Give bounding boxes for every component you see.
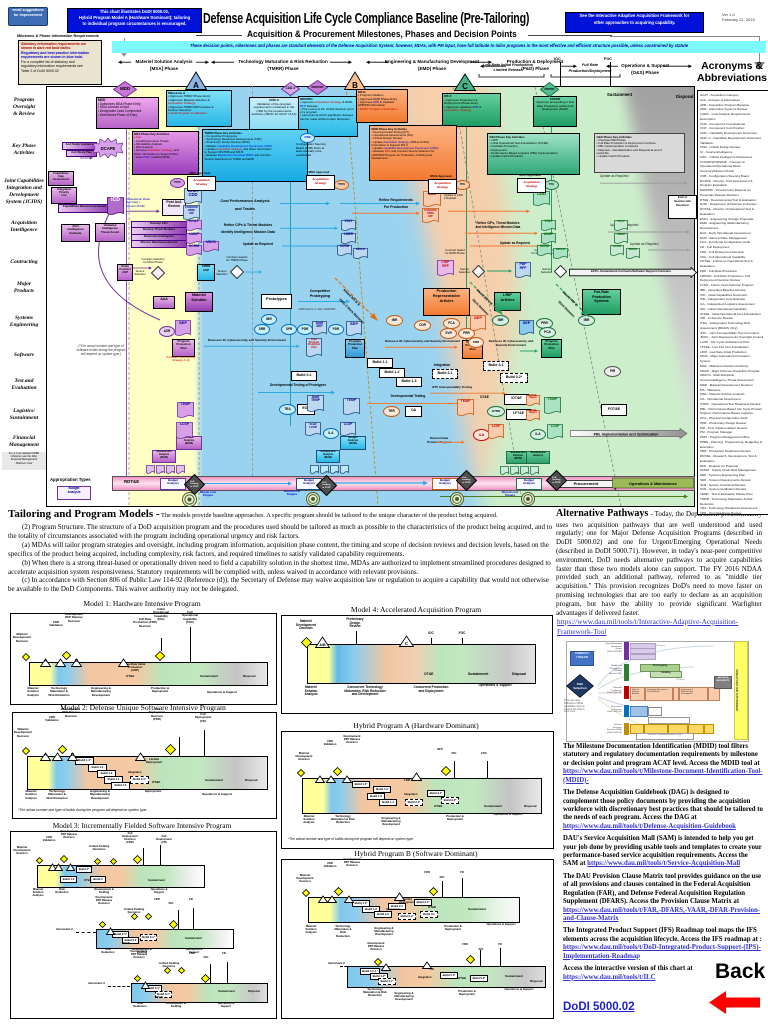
svg-text:PBL Implementation and Optimiz: PBL Implementation and Optimization <box>594 432 659 436</box>
svg-text:Path: Path <box>577 682 584 686</box>
svg-text:Operations & Maintenance: Operations & Maintenance <box>629 482 677 486</box>
svg-text:Selection: Selection <box>573 686 587 690</box>
svg-text:EMD 2 Work Between: EMD 2 Work Between <box>338 298 365 324</box>
svg-text:DCAPE: DCAPE <box>101 146 116 151</box>
